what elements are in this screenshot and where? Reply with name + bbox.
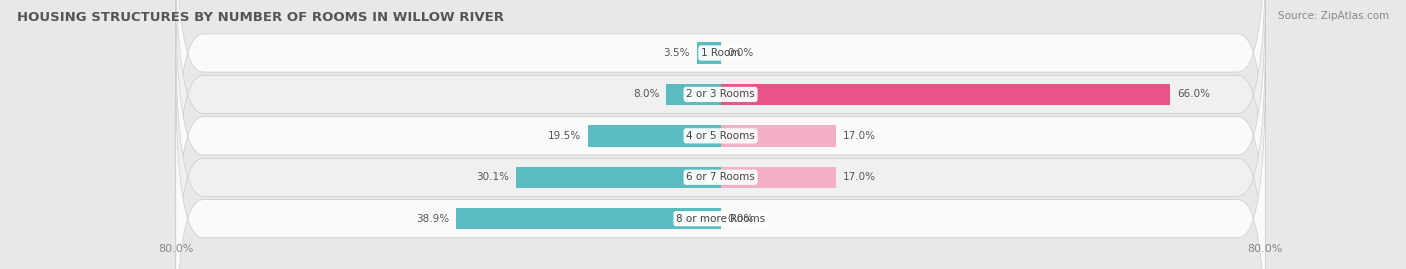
Text: 38.9%: 38.9% [416,214,449,224]
Text: HOUSING STRUCTURES BY NUMBER OF ROOMS IN WILLOW RIVER: HOUSING STRUCTURES BY NUMBER OF ROOMS IN… [17,11,503,24]
Text: 4 or 5 Rooms: 4 or 5 Rooms [686,131,755,141]
Bar [666,84,721,105]
Bar [721,125,837,147]
Text: 0.0%: 0.0% [727,214,754,224]
Text: 6 or 7 Rooms: 6 or 7 Rooms [686,172,755,182]
Text: 0.0%: 0.0% [727,48,754,58]
Bar [721,84,1170,105]
FancyBboxPatch shape [176,0,1265,241]
Text: 19.5%: 19.5% [548,131,581,141]
Text: 8.0%: 8.0% [633,89,659,100]
Bar [516,167,721,188]
FancyBboxPatch shape [176,72,1265,269]
Text: Source: ZipAtlas.com: Source: ZipAtlas.com [1278,11,1389,21]
Bar [697,42,721,64]
Text: 8 or more Rooms: 8 or more Rooms [676,214,765,224]
Text: 17.0%: 17.0% [844,131,876,141]
Text: 1 Room: 1 Room [700,48,741,58]
Text: 66.0%: 66.0% [1177,89,1211,100]
FancyBboxPatch shape [176,31,1265,269]
Bar [456,208,721,229]
Text: 3.5%: 3.5% [664,48,690,58]
Text: 30.1%: 30.1% [475,172,509,182]
Text: 2 or 3 Rooms: 2 or 3 Rooms [686,89,755,100]
Bar [588,125,721,147]
FancyBboxPatch shape [176,0,1265,200]
Text: 17.0%: 17.0% [844,172,876,182]
FancyBboxPatch shape [176,0,1265,269]
Bar [721,167,837,188]
